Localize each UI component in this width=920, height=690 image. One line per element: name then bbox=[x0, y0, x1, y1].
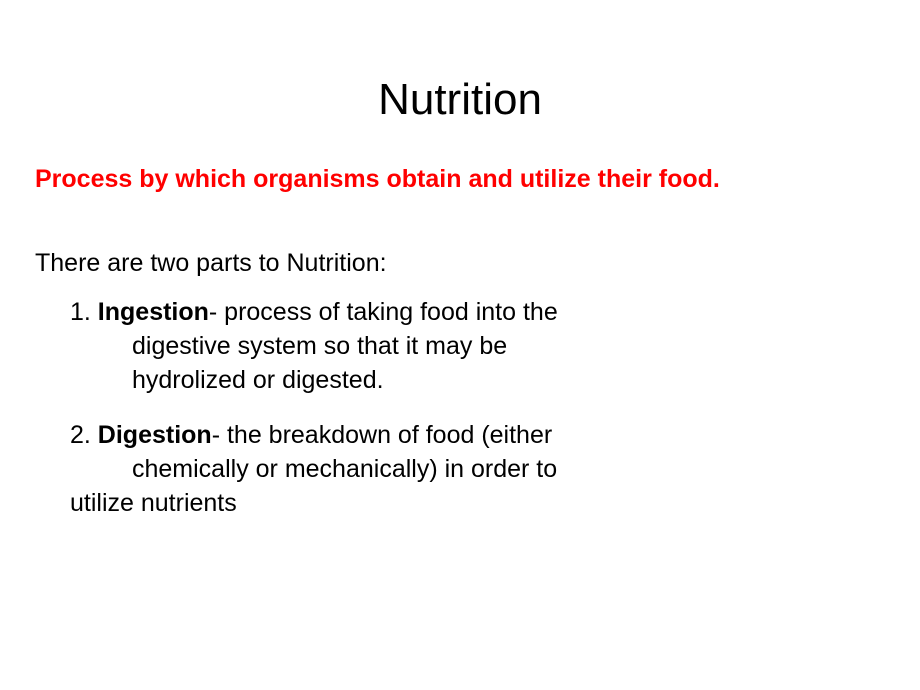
item-line-1: 1. Ingestion- process of taking food int… bbox=[70, 296, 885, 330]
item-number: 2. bbox=[70, 421, 98, 449]
item-line-1: 2. Digestion- the breakdown of food (eit… bbox=[70, 419, 885, 453]
item-line-2: chemically or mechanically) in order to bbox=[70, 453, 885, 487]
item-rest: - the breakdown of food (either bbox=[212, 421, 552, 449]
item-number: 1. bbox=[70, 298, 98, 326]
intro-text: There are two parts to Nutrition: bbox=[35, 249, 885, 278]
slide-title: Nutrition bbox=[35, 75, 885, 125]
item-term: Ingestion bbox=[98, 298, 209, 326]
slide: Nutrition Process by which organisms obt… bbox=[0, 0, 920, 690]
list-item: 1. Ingestion- process of taking food int… bbox=[35, 296, 885, 397]
definition-text: Process by which organisms obtain and ut… bbox=[35, 165, 885, 194]
list-item: 2. Digestion- the breakdown of food (eit… bbox=[35, 419, 885, 520]
item-rest: - process of taking food into the bbox=[209, 298, 558, 326]
item-line-3: hydrolized or digested. bbox=[70, 364, 885, 398]
item-term: Digestion bbox=[98, 421, 212, 449]
item-line-2: digestive system so that it may be bbox=[70, 330, 885, 364]
item-line-3: utilize nutrients bbox=[70, 487, 885, 521]
